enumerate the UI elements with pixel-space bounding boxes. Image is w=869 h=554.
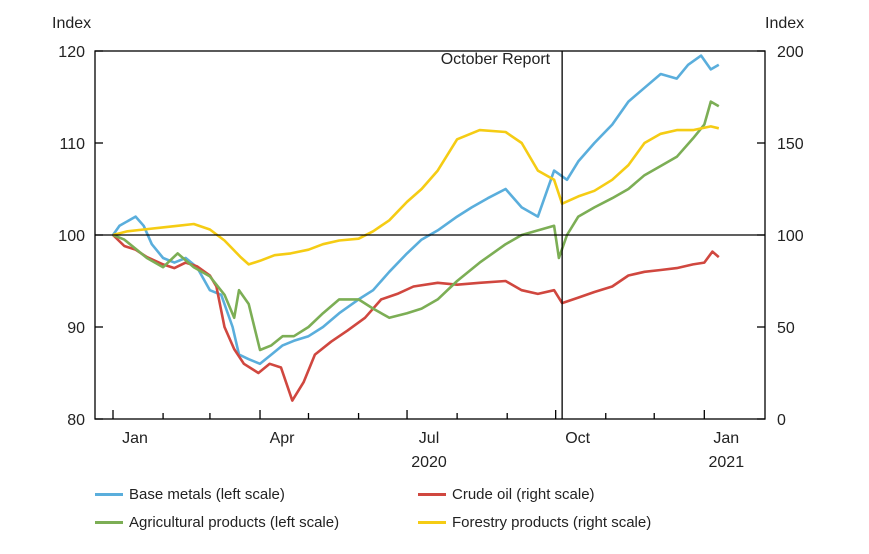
x-year-label: 2020 [411, 454, 447, 471]
y-right-tick-label: 50 [777, 320, 795, 337]
legend-swatch-forestry [418, 521, 446, 524]
x-tick-label: Apr [270, 430, 296, 447]
legend-swatch-agricultural [95, 521, 123, 524]
series-line-2 [112, 100, 720, 352]
series-line-0 [111, 54, 720, 366]
series-line-3 [112, 125, 720, 266]
y-left-tick-label: 110 [59, 136, 85, 153]
series-lines [111, 54, 720, 402]
legend-item-crude-oil: Crude oil (right scale) [418, 486, 595, 503]
legend-swatch-base-metals [95, 493, 123, 496]
y-right-tick-label: 200 [777, 44, 804, 61]
y-left-tick-label: 120 [58, 44, 85, 61]
x-tick-label: Jan [122, 430, 148, 447]
october-report-label: October Report [441, 51, 551, 68]
legend-swatch-crude-oil [418, 493, 446, 496]
legend-item-base-metals: Base metals (left scale) [95, 486, 285, 503]
legend-item-forestry: Forestry products (right scale) [418, 514, 651, 531]
y-right-tick-label: 0 [777, 412, 786, 429]
legend-item-agricultural: Agricultural products (left scale) [95, 514, 339, 531]
reference-lines [95, 51, 765, 419]
y-left-tick-label: 90 [67, 320, 85, 337]
legend-label-forestry: Forestry products (right scale) [452, 514, 652, 531]
legend-label-crude-oil: Crude oil (right scale) [452, 486, 595, 503]
y-left-tick-label: 100 [58, 228, 85, 245]
y-left-axis-label: Index [52, 15, 91, 32]
y-left-axis: 120 110 100 90 80 [58, 44, 103, 429]
x-axis: Jan Apr Jul Oct Jan 2020 2021 [112, 410, 745, 471]
x-tick-label: Oct [565, 430, 590, 447]
y-right-axis: 200 150 100 50 0 [757, 44, 804, 429]
y-right-tick-label: 100 [777, 228, 804, 245]
x-tick-label: Jul [419, 430, 439, 447]
legend-label-base-metals: Base metals (left scale) [129, 486, 285, 503]
x-tick-label: Jan [713, 430, 739, 447]
y-left-tick-label: 80 [67, 412, 85, 429]
y-right-axis-label: Index [765, 15, 804, 32]
y-right-tick-label: 150 [777, 136, 804, 153]
x-year-label: 2021 [709, 454, 745, 471]
legend-label-agricultural: Agricultural products (left scale) [129, 514, 340, 531]
